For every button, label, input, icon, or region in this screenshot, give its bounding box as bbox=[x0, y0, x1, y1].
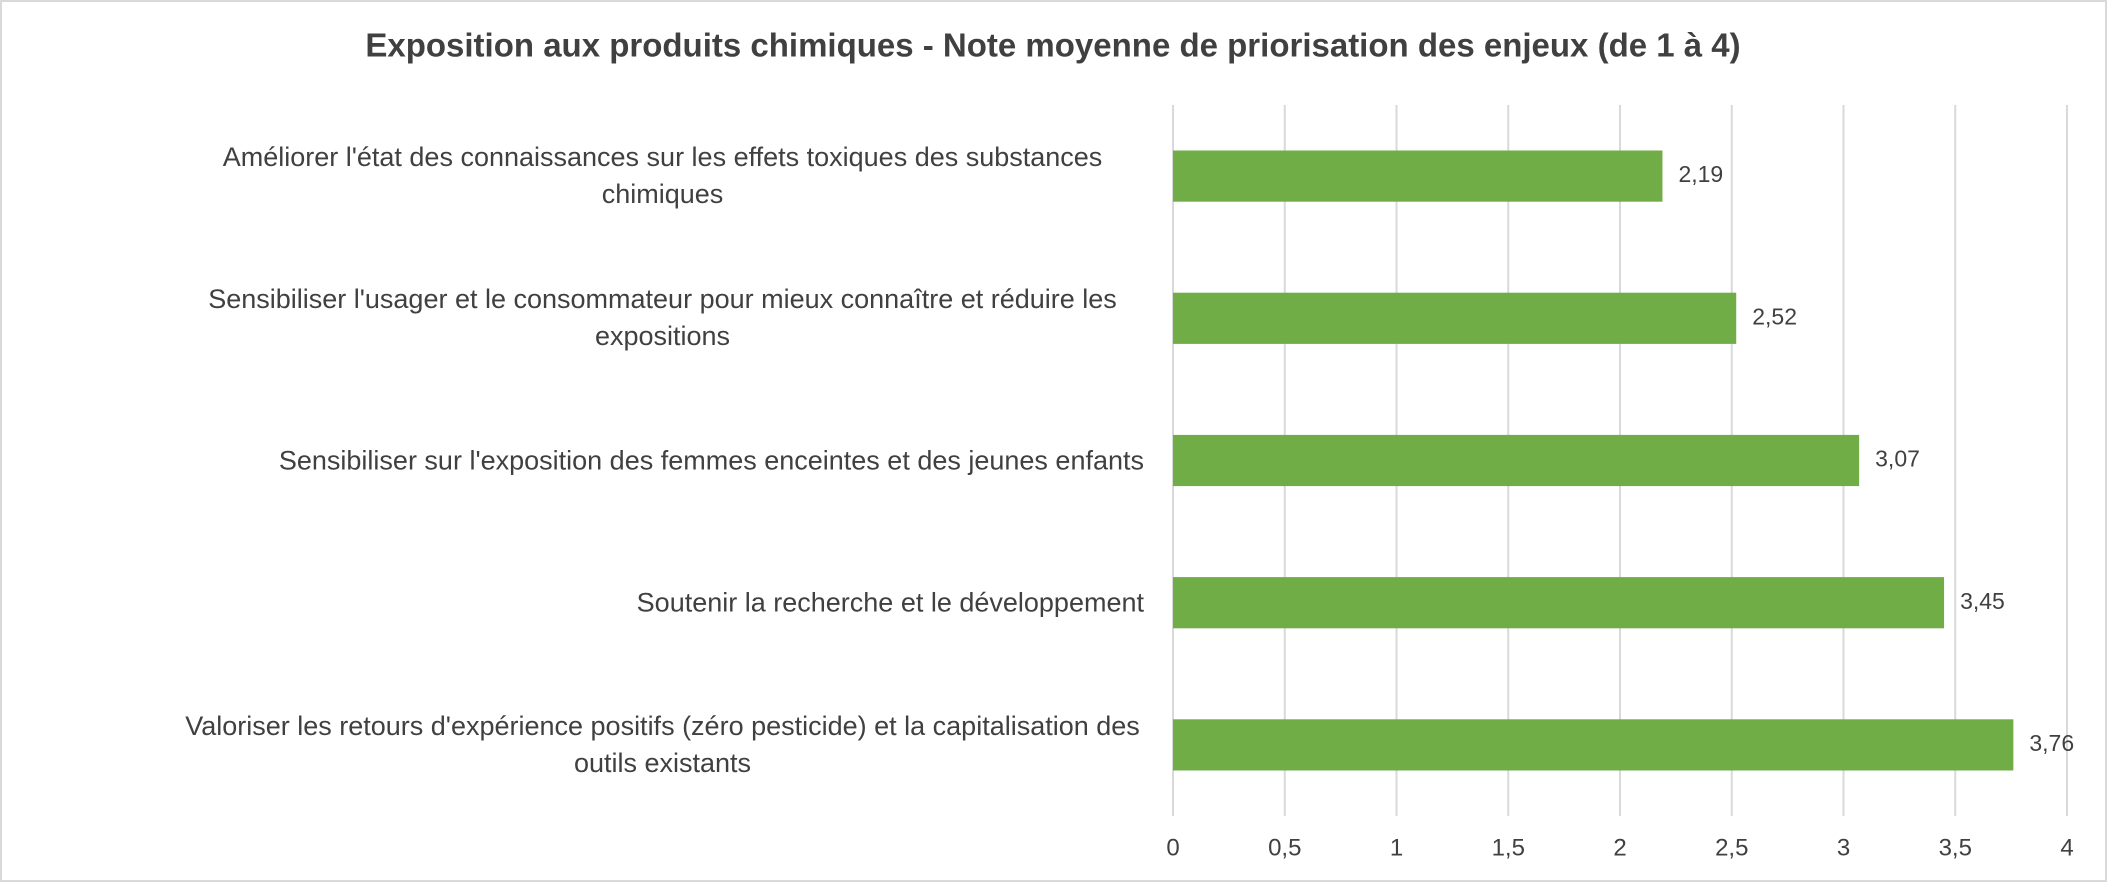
data-label: 3,07 bbox=[1875, 446, 1920, 472]
bar bbox=[1173, 577, 1945, 629]
x-tick-label: 4 bbox=[2060, 834, 2073, 861]
y-tick-label: Améliorer l'état des connaissances sur l… bbox=[222, 142, 1103, 210]
x-tick-label: 1 bbox=[1390, 834, 1403, 861]
x-tick-label: 3,5 bbox=[1939, 834, 1972, 861]
y-tick-label: Soutenir la recherche et le développemen… bbox=[636, 587, 1144, 618]
x-tick-label: 2 bbox=[1613, 834, 1626, 861]
y-tick-label: Sensibiliser l'usager et le consommateur… bbox=[208, 284, 1117, 352]
x-tick-label: 0,5 bbox=[1268, 834, 1301, 861]
data-label: 3,45 bbox=[1960, 588, 2005, 614]
bar bbox=[1173, 434, 1860, 487]
bar bbox=[1173, 719, 2014, 771]
y-tick-label: Sensibiliser sur l'exposition des femmes… bbox=[278, 445, 1144, 475]
chart-title: Exposition aux produits chimiques - Note… bbox=[365, 27, 1740, 64]
x-tick-label: 3 bbox=[1837, 834, 1850, 861]
data-label: 2,19 bbox=[1678, 161, 1723, 187]
bar bbox=[1173, 292, 1737, 344]
data-label: 3,76 bbox=[2029, 730, 2074, 756]
x-tick-label: 2,5 bbox=[1715, 834, 1748, 861]
data-label: 2,52 bbox=[1752, 303, 1797, 329]
bar bbox=[1173, 150, 1663, 202]
x-tick-label: 1,5 bbox=[1492, 834, 1525, 861]
y-tick-label: Valoriser les retours d'expérience posit… bbox=[185, 710, 1140, 778]
x-tick-label: 0 bbox=[1166, 834, 1179, 861]
